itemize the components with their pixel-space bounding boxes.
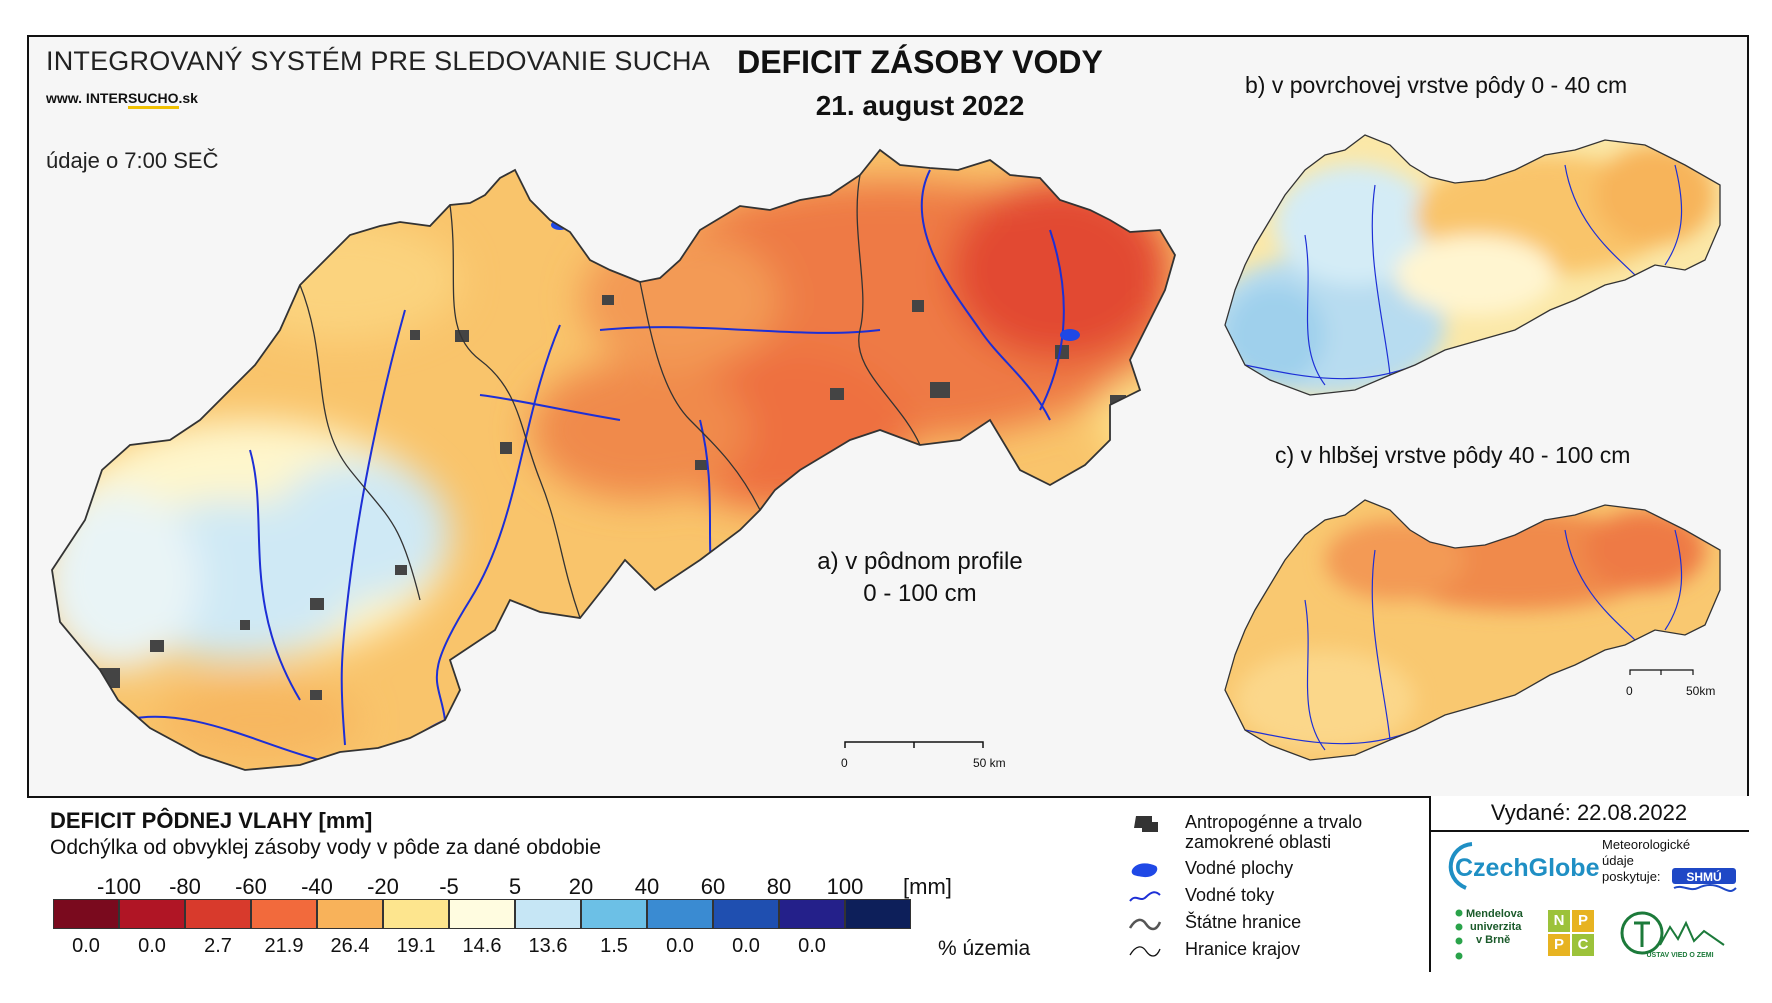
legend-percent: 2.7 <box>204 935 232 957</box>
urban-area-label-2: zamokrené oblasti <box>1185 832 1332 852</box>
legend-tick: 60 <box>700 874 726 899</box>
legend-swatch <box>515 899 581 929</box>
urban-area-icon <box>1134 816 1158 832</box>
legend-tick: 40 <box>634 874 660 899</box>
legend-tick: -100 <box>96 874 142 899</box>
nppc-p1: P <box>1572 910 1594 932</box>
region-border-icon <box>1129 946 1161 957</box>
legend-swatch <box>317 899 383 929</box>
mendel-line-2: univerzita <box>1470 921 1522 933</box>
legend-title: DEFICIT PÔDNEJ VLAHY [mm] <box>50 808 373 833</box>
main-scale-end: 50 km <box>973 756 1006 770</box>
mendel-line-3: v Brně <box>1476 934 1511 946</box>
map-date: 21. august 2022 <box>815 90 1025 121</box>
legend-percent: 14.6 <box>462 935 502 957</box>
nppc-n: N <box>1548 910 1570 932</box>
water-body-label: Vodné plochy <box>1185 858 1294 878</box>
state-border <box>51 148 1176 771</box>
nppc-logo: N P P C <box>1548 910 1594 956</box>
legend-percent: 0.0 <box>798 935 826 957</box>
issued-date: Vydané: 22.08.2022 <box>1490 800 1688 825</box>
legend-swatch <box>581 899 647 929</box>
main-map-label: a) v pôdnom profile <box>817 548 1023 575</box>
legend-tick: -5 <box>439 874 459 899</box>
inset-b-label: b) v povrchovej vrstve pôdy 0 - 40 cm <box>1245 72 1628 98</box>
legend-percent: 21.9 <box>264 935 304 957</box>
mendel-logo: Mendelova univerzita v Brně <box>1466 908 1523 947</box>
state-border-label: Štátne hranice <box>1185 912 1302 932</box>
map-title: DEFICIT ZÁSOBY VODY <box>737 44 1103 80</box>
inset-c-label: c) v hlbšej vrstve pôdy 40 - 100 cm <box>1275 442 1631 468</box>
urban-area-label-1: Antropogénne a trvalo <box>1185 812 1363 832</box>
inset-map-b <box>1224 134 1721 396</box>
inset-map-c <box>1224 499 1721 761</box>
main-scale-bar <box>844 741 984 748</box>
legend-tick: 100 <box>826 874 864 899</box>
legend-swatch <box>449 899 515 929</box>
legend-unit: [mm] <box>903 874 952 899</box>
met-data-provider: Meteorologické údaje poskytuje: <box>1602 837 1690 885</box>
nppc-c: C <box>1572 934 1594 956</box>
url-mid: SUCHO <box>127 90 179 109</box>
uvz-logo: ÚSTAV VIED O ZEMI <box>1620 911 1725 959</box>
legend-tick: -80 <box>169 874 201 899</box>
legend-swatch <box>119 899 185 929</box>
met-line-2: údaje <box>1602 853 1634 868</box>
czechglobe-logo: CzechGlobe <box>1455 854 1600 882</box>
legend-tick: 80 <box>766 874 792 899</box>
legend-swatch <box>647 899 713 929</box>
region-border-label: Hranice krajov <box>1185 939 1301 959</box>
legend-percent: 0.0 <box>666 935 694 957</box>
inset-scale-end: 50km <box>1686 684 1716 698</box>
inset-scale-bar <box>1629 669 1694 675</box>
legend-subtitle: Odchýlka od obvyklej zásoby vody v pôde … <box>50 836 602 859</box>
svg-text:SHMÚ: SHMÚ <box>1686 869 1721 884</box>
main-map-depth: 0 - 100 cm <box>863 580 977 607</box>
legend-tick: -60 <box>235 874 267 899</box>
legend-percent: 0.0 <box>138 935 166 957</box>
water-body-icon <box>1131 863 1158 878</box>
data-time-note: údaje o 7:00 SEČ <box>46 148 219 173</box>
legend-percent: 1.5 <box>600 935 628 957</box>
legend-swatch <box>383 899 449 929</box>
legend-swatch <box>251 899 317 929</box>
url-suffix: .sk <box>178 90 198 106</box>
uvz-logo-text: ÚSTAV VIED O ZEMI <box>1646 950 1713 959</box>
legend-tick: -40 <box>301 874 333 899</box>
river-label: Vodné toky <box>1185 885 1275 905</box>
shmu-logo: SHMÚ <box>1672 868 1737 892</box>
legend-swatch <box>185 899 251 929</box>
state-border-icon <box>1128 918 1162 931</box>
inset-scale-zero: 0 <box>1626 684 1633 698</box>
river-icon <box>1129 891 1161 902</box>
legend-percent-unit: % územia <box>938 937 1031 960</box>
issued-divider <box>1429 830 1749 832</box>
legend-tick: -20 <box>367 874 399 899</box>
legend-swatch <box>53 899 119 929</box>
legend-swatch <box>713 899 779 929</box>
legend-percent: 0.0 <box>72 935 100 957</box>
url-prefix: www. INTER <box>46 90 128 106</box>
czechglobe-logo-arc <box>1448 842 1473 890</box>
legend-percent: 19.1 <box>396 935 436 957</box>
mendel-line-1: Mendelova <box>1466 908 1523 920</box>
met-line-3: poskytuje: <box>1602 869 1661 884</box>
legend-percent: 0.0 <box>732 935 760 957</box>
website-url[interactable]: www. INTERSUCHO.sk <box>46 90 198 109</box>
legend-tick: 20 <box>568 874 594 899</box>
system-title: INTEGROVANÝ SYSTÉM PRE SLEDOVANIE SUCHA <box>46 46 710 76</box>
main-scale-zero: 0 <box>841 756 848 770</box>
met-line-1: Meteorologické <box>1602 837 1691 852</box>
mendel-logo-dots <box>1455 909 1463 960</box>
legend-swatch <box>779 899 845 929</box>
legend-percent: 26.4 <box>330 935 370 957</box>
nppc-p2: P <box>1548 934 1570 956</box>
legend-percent: 13.6 <box>528 935 568 957</box>
legend-tick: 5 <box>508 874 522 899</box>
legend-swatch <box>845 899 911 929</box>
